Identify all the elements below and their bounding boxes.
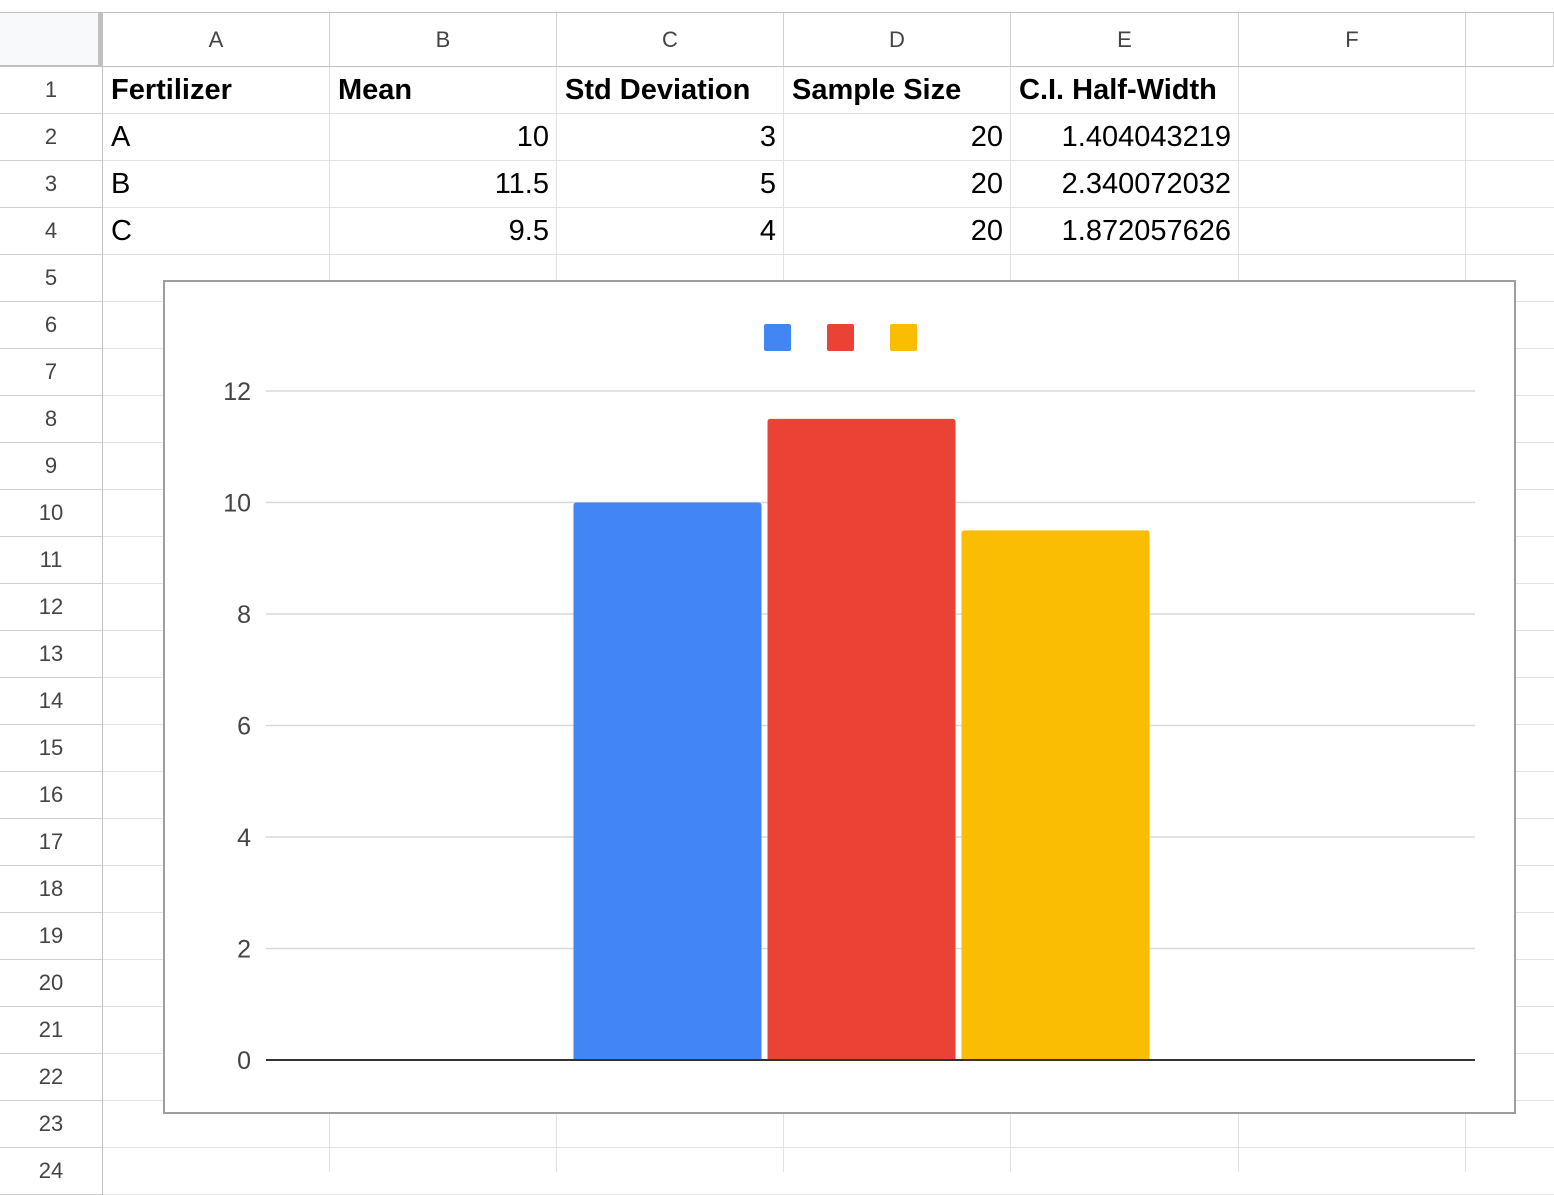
cell-c2[interactable]: 3 (759, 121, 776, 153)
y-tick-label: 12 (223, 378, 251, 406)
column-header-c[interactable]: C (557, 13, 784, 67)
row-header-13[interactable]: 13 (0, 631, 103, 678)
row-header-16[interactable]: 16 (0, 772, 103, 819)
cell-e3[interactable]: 2.340072032 (1061, 168, 1231, 200)
row-header-6[interactable]: 6 (0, 302, 103, 349)
row-header-4[interactable]: 4 (0, 208, 103, 255)
row-header-20[interactable]: 20 (0, 960, 103, 1007)
cell-b2[interactable]: 10 (516, 121, 549, 153)
cell-d2[interactable]: 20 (970, 121, 1003, 153)
y-tick-label: 8 (237, 601, 251, 629)
row-header-14[interactable]: 14 (0, 678, 103, 725)
y-tick-label: 4 (237, 824, 251, 852)
cell-e4[interactable]: 1.872057626 (1061, 215, 1231, 247)
legend-swatch-3[interactable] (890, 324, 917, 351)
column-header-a[interactable]: A (103, 13, 330, 67)
row-gridline (103, 207, 1554, 208)
row-header-9[interactable]: 9 (0, 443, 103, 490)
row-header-2[interactable]: 2 (0, 114, 103, 161)
bar-series-2[interactable] (767, 418, 956, 1060)
cell-d4[interactable]: 20 (970, 215, 1003, 247)
row-header-22[interactable]: 22 (0, 1054, 103, 1101)
y-tick-label: 2 (237, 936, 251, 964)
row-header-11[interactable]: 11 (0, 537, 103, 584)
row-header-23[interactable]: 23 (0, 1101, 103, 1148)
row-header-19[interactable]: 19 (0, 913, 103, 960)
row-gridline (103, 160, 1554, 161)
select-all-corner[interactable] (0, 13, 103, 70)
column-header-b[interactable]: B (330, 13, 557, 67)
header-cell-std-deviation[interactable]: Std Deviation (565, 74, 751, 106)
row-header-18[interactable]: 18 (0, 866, 103, 913)
cell-b4[interactable]: 9.5 (508, 215, 549, 247)
cell-b3[interactable]: 11.5 (494, 168, 549, 200)
cell-a3[interactable]: B (111, 168, 131, 200)
cell-d3[interactable]: 20 (970, 168, 1003, 200)
row-gridline (103, 254, 1554, 255)
row-header-1[interactable]: 1 (0, 67, 103, 114)
y-tick-label: 10 (223, 490, 251, 518)
column-header-d[interactable]: D (784, 13, 1011, 67)
row-header-5[interactable]: 5 (0, 255, 103, 302)
row-gridline (103, 113, 1554, 114)
row-header-3[interactable]: 3 (0, 161, 103, 208)
bar-series-1[interactable] (573, 502, 762, 1061)
chart-canvas: 0 2 4 6 8 10 12 (223, 324, 1475, 1075)
column-header-f[interactable]: F (1239, 13, 1466, 67)
header-cell-mean[interactable]: Mean (338, 74, 413, 106)
header-cell-fertilizer[interactable]: Fertilizer (111, 74, 232, 106)
cell-a4[interactable]: C (111, 215, 132, 247)
legend-swatch-1[interactable] (764, 324, 791, 351)
cell-c3[interactable]: 5 (759, 168, 776, 200)
row-gridline (103, 1147, 1554, 1148)
column-header-g[interactable] (1466, 13, 1554, 67)
legend-swatch-2[interactable] (827, 324, 854, 351)
row-header-15[interactable]: 15 (0, 725, 103, 772)
top-border (0, 12, 1554, 13)
row-header-7[interactable]: 7 (0, 349, 103, 396)
header-cell-sample-size[interactable]: Sample Size (792, 74, 962, 106)
row-header-10[interactable]: 10 (0, 490, 103, 537)
row-header-8[interactable]: 8 (0, 396, 103, 443)
y-tick-label: 0 (237, 1047, 251, 1075)
cell-e2[interactable]: 1.404043219 (1061, 121, 1231, 153)
column-header-e[interactable]: E (1011, 13, 1239, 67)
row-header-17[interactable]: 17 (0, 819, 103, 866)
cell-a2[interactable]: A (111, 121, 131, 153)
embedded-bar-chart[interactable]: 0 2 4 6 8 10 12 (163, 280, 1516, 1114)
bar-series-3[interactable] (961, 530, 1150, 1060)
row-header-12[interactable]: 12 (0, 584, 103, 631)
cell-c4[interactable]: 4 (759, 215, 776, 247)
y-tick-label: 6 (237, 713, 251, 741)
header-cell-ci-half-width[interactable]: C.I. Half-Width (1019, 74, 1217, 106)
row-header-21[interactable]: 21 (0, 1007, 103, 1054)
